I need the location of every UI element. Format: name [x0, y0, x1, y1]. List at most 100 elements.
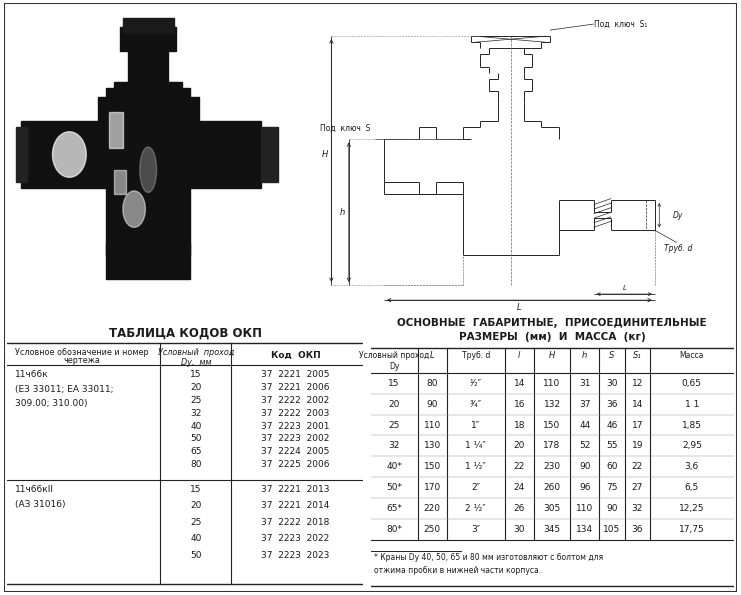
Text: * Краны Dу 40, 50, 65 и 80 мм изготовляют с болтом для
отжима пробки в нижней ча: * Краны Dу 40, 50, 65 и 80 мм изготовляю…	[374, 553, 603, 575]
Text: 60: 60	[606, 462, 618, 471]
Text: 44: 44	[579, 421, 591, 430]
Text: 55: 55	[606, 441, 618, 450]
Text: Условный проход
Dу: Условный проход Dу	[359, 351, 429, 371]
Text: 30: 30	[514, 525, 525, 534]
Text: ³⁄₄″: ³⁄₄″	[470, 400, 482, 409]
Text: 170: 170	[424, 483, 441, 492]
Text: 80: 80	[427, 379, 438, 388]
Text: 132: 132	[543, 400, 561, 409]
Bar	[189, 97, 199, 127]
Bar	[128, 42, 168, 87]
Text: 11ч66к
(ЕЗ 33011; ЕА 33011;
309.00; 310.00): 11ч66к (ЕЗ 33011; ЕА 33011; 309.00; 310.…	[15, 370, 113, 408]
Bar	[21, 121, 120, 188]
Text: h: h	[582, 351, 588, 360]
Text: 26: 26	[514, 504, 525, 513]
Text: РАЗМЕРЫ  (мм)  И  МАССА  (кг): РАЗМЕРЫ (мм) И МАССА (кг)	[459, 332, 645, 342]
Text: 3,6: 3,6	[685, 462, 699, 471]
Text: 75: 75	[606, 483, 618, 492]
Text: 20: 20	[388, 400, 400, 409]
Bar	[114, 82, 182, 97]
Text: 16: 16	[514, 400, 525, 409]
Text: 37  2223  2002: 37 2223 2002	[262, 434, 330, 443]
Text: Под  ключ  S: Под ключ S	[320, 124, 370, 133]
Text: 20: 20	[514, 441, 525, 450]
Text: 37  2223  2023: 37 2223 2023	[262, 551, 330, 560]
Text: Масса: Масса	[679, 351, 704, 360]
Text: Условный  проход: Условный проход	[158, 348, 234, 357]
Text: 230: 230	[543, 462, 561, 471]
Text: 40: 40	[190, 534, 202, 543]
Text: 15: 15	[388, 379, 400, 388]
Text: 96: 96	[579, 483, 591, 492]
Text: 15: 15	[190, 485, 202, 494]
Text: 37  2223  2022: 37 2223 2022	[262, 534, 330, 543]
Text: 17: 17	[631, 421, 643, 430]
Text: 12,25: 12,25	[679, 504, 705, 513]
Bar	[16, 127, 27, 182]
Text: 46: 46	[606, 421, 618, 430]
Text: 105: 105	[603, 525, 620, 534]
Text: 22: 22	[514, 462, 525, 471]
Text: 6,5: 6,5	[685, 483, 699, 492]
Bar	[106, 87, 190, 255]
Text: 178: 178	[543, 441, 561, 450]
Text: 220: 220	[424, 504, 441, 513]
Bar	[261, 127, 278, 182]
Text: 20: 20	[190, 383, 202, 392]
Text: ТАБЛИЦА КОДОВ ОКП: ТАБЛИЦА КОДОВ ОКП	[109, 326, 262, 339]
Text: 37  2221  2013: 37 2221 2013	[262, 485, 330, 494]
Text: 32: 32	[190, 409, 202, 418]
Text: 12: 12	[631, 379, 643, 388]
Text: чертежа: чертежа	[64, 356, 101, 365]
Text: 1 ¹⁄₂″: 1 ¹⁄₂″	[465, 462, 486, 471]
Text: 37  2223  2001: 37 2223 2001	[262, 421, 330, 431]
Text: Dу: Dу	[672, 211, 682, 220]
Text: 90: 90	[606, 504, 618, 513]
Text: 0,65: 0,65	[682, 379, 702, 388]
Text: 25: 25	[388, 421, 400, 430]
Text: 27: 27	[631, 483, 643, 492]
Text: 1″: 1″	[471, 421, 480, 430]
Text: 37  2225  2006: 37 2225 2006	[262, 460, 330, 469]
Text: 345: 345	[543, 525, 561, 534]
Text: 18: 18	[514, 421, 525, 430]
Text: 11ч66кII
(АЗ 31016): 11ч66кII (АЗ 31016)	[15, 485, 65, 509]
Text: 3″: 3″	[471, 525, 480, 534]
Text: 32: 32	[631, 504, 643, 513]
Text: ОСНОВНЫЕ  ГАБАРИТНЫЕ,  ПРИСОЕДИНИТЕЛЬНЫЕ: ОСНОВНЫЕ ГАБАРИТНЫЕ, ПРИСОЕДИНИТЕЛЬНЫЕ	[397, 318, 707, 328]
Bar	[109, 112, 123, 148]
Bar	[98, 97, 107, 127]
Text: S₁: S₁	[633, 351, 642, 360]
Text: 80*: 80*	[386, 525, 402, 534]
Text: 65: 65	[190, 447, 202, 456]
Text: 2 ¹⁄₂″: 2 ¹⁄₂″	[465, 504, 486, 513]
Text: l: l	[518, 351, 521, 360]
Bar	[123, 18, 173, 33]
Text: ¹⁄₂″: ¹⁄₂″	[470, 379, 482, 388]
Text: L: L	[430, 351, 434, 360]
Text: 50: 50	[190, 551, 202, 560]
Text: Условное обозначение и номер: Условное обозначение и номер	[16, 348, 149, 357]
Text: 2,95: 2,95	[682, 441, 702, 450]
Text: H: H	[549, 351, 555, 360]
Text: 25: 25	[190, 396, 202, 405]
Text: 37  2222  2002: 37 2222 2002	[262, 396, 330, 405]
Text: 14: 14	[514, 379, 525, 388]
Text: S: S	[609, 351, 614, 360]
Text: 1,85: 1,85	[682, 421, 702, 430]
Bar	[176, 121, 261, 188]
Text: 80: 80	[190, 460, 202, 469]
Ellipse shape	[53, 131, 86, 177]
Text: 40*: 40*	[386, 462, 402, 471]
Text: 65*: 65*	[386, 504, 402, 513]
Text: 2″: 2″	[471, 483, 480, 492]
Text: 1 1: 1 1	[685, 400, 699, 409]
Text: 31: 31	[579, 379, 591, 388]
Text: 50: 50	[190, 434, 202, 443]
Text: 25: 25	[190, 518, 202, 527]
Text: 1 ¹⁄₄″: 1 ¹⁄₄″	[465, 441, 486, 450]
Text: 37  2221  2005: 37 2221 2005	[262, 370, 330, 379]
Text: 24: 24	[514, 483, 525, 492]
Text: 32: 32	[388, 441, 400, 450]
Ellipse shape	[140, 147, 156, 192]
